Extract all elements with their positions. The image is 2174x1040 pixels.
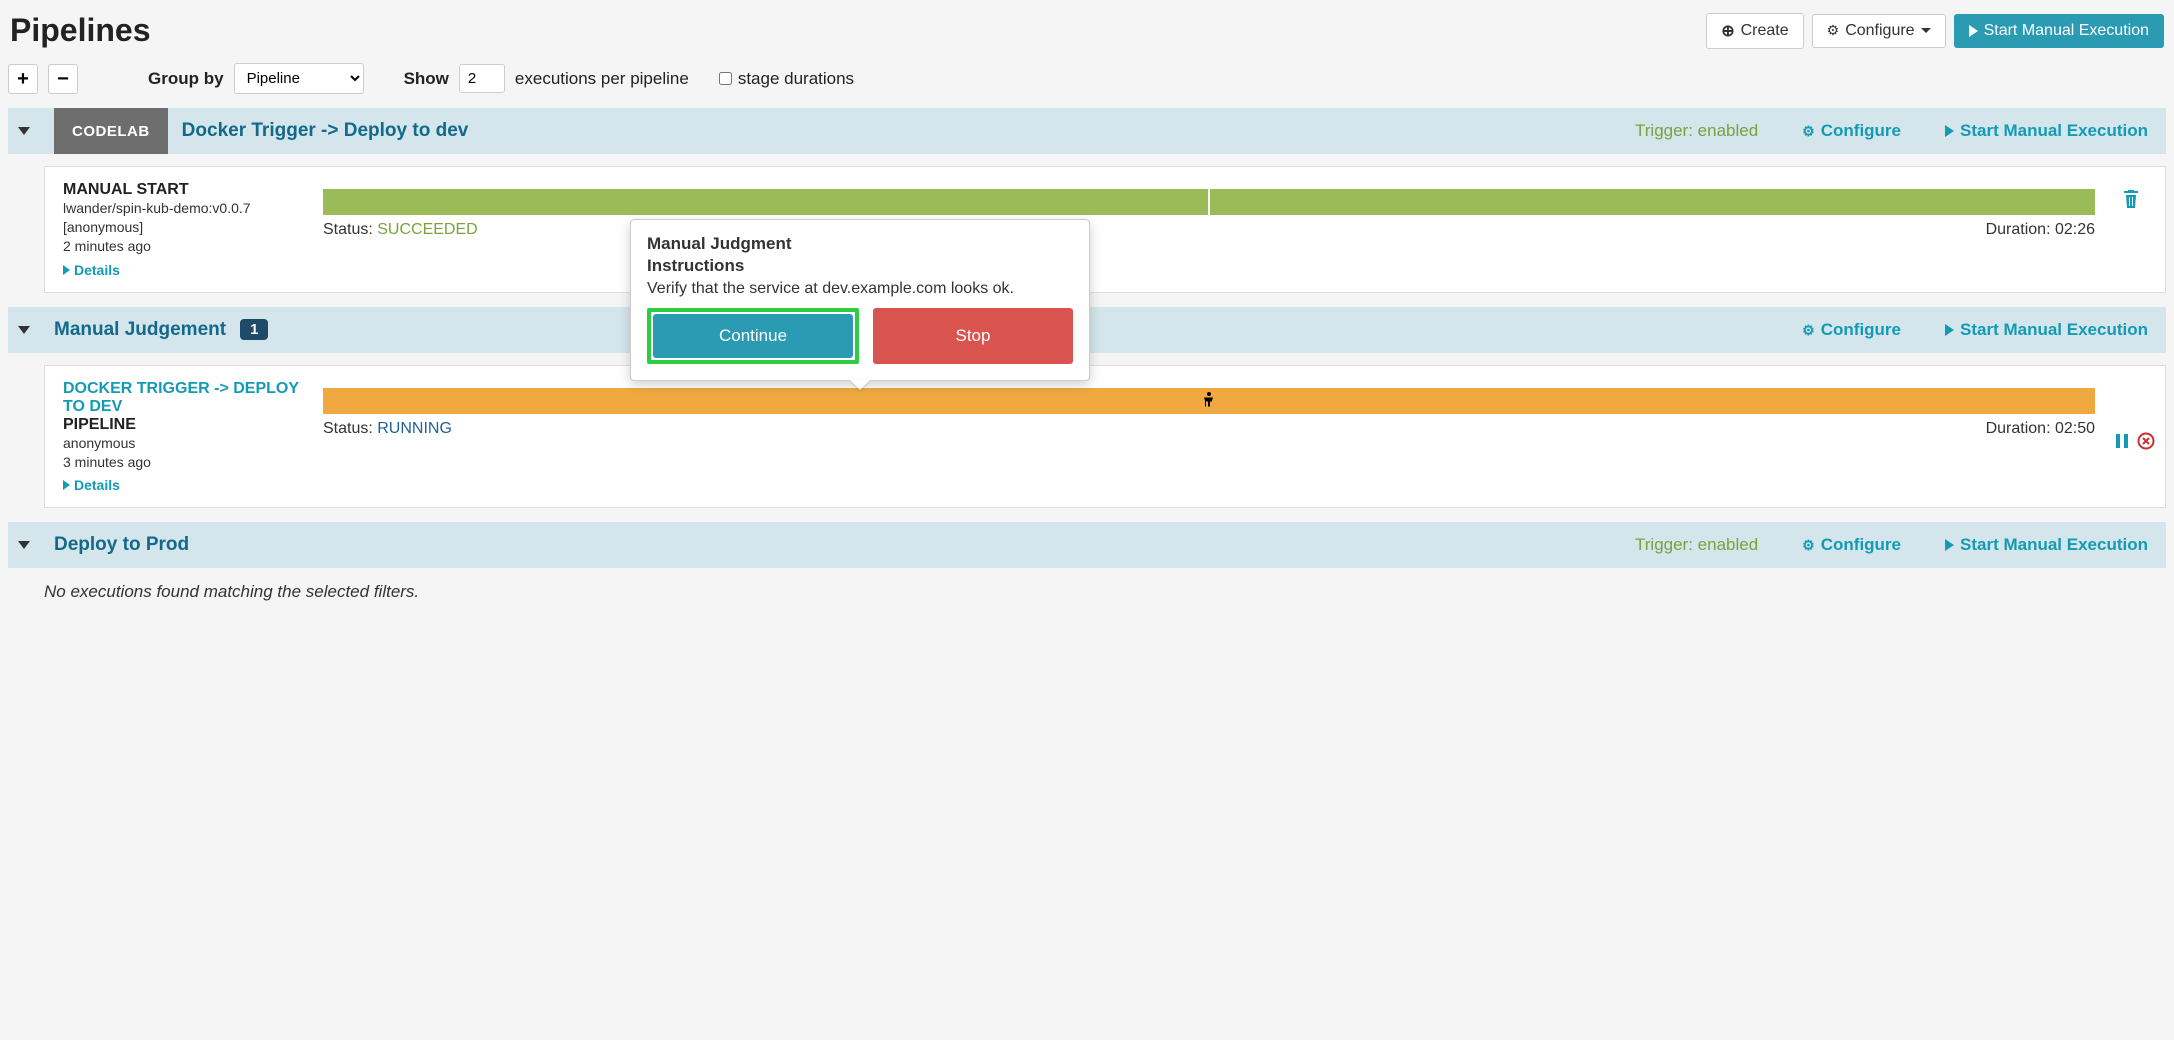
progress-stage[interactable]: [323, 189, 1208, 215]
show-suffix: executions per pipeline: [515, 69, 689, 89]
popover-arrow: [850, 380, 870, 390]
play-icon: [1945, 125, 1954, 137]
execution-progress: Status: RUNNING Duration: 02:50: [323, 380, 2095, 494]
collapse-toggle[interactable]: [8, 122, 40, 140]
expand-all-button[interactable]: +: [8, 64, 38, 94]
execution-summary: DOCKER TRIGGER -> DEPLOY TO DEV PIPELINE…: [63, 380, 303, 494]
caret-down-icon: [1921, 28, 1931, 33]
start-label: Start Manual Execution: [1984, 22, 2149, 40]
no-executions-message: No executions found matching the selecte…: [44, 582, 2166, 602]
trash-icon[interactable]: [2122, 189, 2140, 214]
manual-judgment-popover: Manual Judgment Instructions Verify that…: [630, 219, 1090, 381]
gear-icon: [1802, 320, 1815, 340]
pipeline-start-link[interactable]: Start Manual Execution: [1945, 121, 2166, 141]
execution-progress: Status: SUCCEEDED Duration: 02:26: [323, 181, 2095, 278]
chevron-down-icon: [18, 326, 30, 334]
page-title: Pipelines: [10, 12, 151, 49]
execution-user: anonymous: [63, 434, 303, 453]
create-button[interactable]: ⊕ Create: [1706, 13, 1803, 49]
gear-icon: [1802, 121, 1815, 141]
trigger-status: Trigger: enabled: [1635, 535, 1788, 555]
progress-track: [323, 388, 2095, 414]
execution-duration: Duration: 02:26: [1986, 221, 2095, 239]
execution-trigger-title: PIPELINE: [63, 416, 303, 434]
pipeline-name[interactable]: Manual Judgement: [54, 319, 226, 341]
execution-summary: MANUAL START lwander/spin-kub-demo:v0.0.…: [63, 181, 303, 278]
execution-trigger-title: MANUAL START: [63, 181, 303, 199]
execution-actions: [2115, 181, 2147, 278]
details-link[interactable]: Details: [63, 262, 120, 278]
details-link[interactable]: Details: [63, 477, 120, 493]
stage-durations-checkbox[interactable]: [719, 72, 732, 85]
execution-user: [anonymous]: [63, 218, 303, 237]
chevron-right-icon: [63, 480, 70, 490]
execution-count-badge: 1: [240, 319, 268, 340]
person-icon: [1203, 391, 1215, 410]
configure-label: Configure: [1845, 22, 1914, 40]
pipeline-configure-link[interactable]: Configure: [1802, 320, 1931, 340]
execution-status: Status: RUNNING: [323, 420, 452, 438]
plus-circle-icon: ⊕: [1721, 21, 1734, 41]
progress-track: [323, 189, 2095, 215]
collapse-toggle[interactable]: [8, 321, 40, 339]
execution-card: DOCKER TRIGGER -> DEPLOY TO DEV PIPELINE…: [44, 365, 2166, 509]
trigger-status: Trigger: enabled: [1635, 121, 1788, 141]
gear-icon: [1827, 22, 1840, 40]
show-count-input[interactable]: [459, 64, 505, 93]
popover-subtitle: Instructions: [647, 256, 1073, 276]
execution-actions: [2115, 380, 2147, 494]
popover-title: Manual Judgment: [647, 234, 1073, 254]
execution-age: 3 minutes ago: [63, 453, 303, 472]
cancel-icon[interactable]: [2137, 432, 2155, 455]
pipeline-name[interactable]: Deploy to Prod: [54, 534, 189, 556]
create-label: Create: [1741, 22, 1789, 40]
pipeline-configure-link[interactable]: Configure: [1802, 121, 1931, 141]
execution-status-row: Status: RUNNING Duration: 02:50: [323, 420, 2095, 438]
stage-durations-toggle[interactable]: stage durations: [719, 69, 854, 89]
header-actions: ⊕ Create Configure Start Manual Executio…: [1706, 13, 2164, 49]
configure-dropdown[interactable]: Configure: [1812, 14, 1946, 48]
chevron-right-icon: [63, 265, 70, 275]
pipeline-header: CODELAB Docker Trigger -> Deploy to dev …: [8, 108, 2166, 154]
page-header: Pipelines ⊕ Create Configure Start Manua…: [8, 8, 2166, 59]
play-icon: [1969, 25, 1978, 37]
execution-artifact: lwander/spin-kub-demo:v0.0.7: [63, 199, 303, 218]
play-icon: [1945, 539, 1954, 551]
stop-button[interactable]: Stop: [873, 308, 1073, 364]
pipeline-start-link[interactable]: Start Manual Execution: [1945, 320, 2166, 340]
pause-icon[interactable]: [2115, 433, 2129, 454]
execution-card: MANUAL START lwander/spin-kub-demo:v0.0.…: [44, 166, 2166, 293]
execution-age: 2 minutes ago: [63, 237, 303, 256]
execution-status-row: Status: SUCCEEDED Duration: 02:26: [323, 221, 2095, 239]
gear-icon: [1802, 535, 1815, 555]
execution-status: Status: SUCCEEDED: [323, 221, 478, 239]
execution-duration: Duration: 02:50: [1986, 420, 2095, 438]
start-manual-execution-button[interactable]: Start Manual Execution: [1954, 14, 2164, 48]
continue-button[interactable]: Continue: [653, 314, 853, 358]
stage-durations-label: stage durations: [738, 69, 854, 89]
pipeline-header: Deploy to Prod Trigger: enabled Configur…: [8, 522, 2166, 568]
pipeline-group: Manual Judgement 1 Configure Start Manua…: [8, 307, 2166, 509]
pipeline-group: Deploy to Prod Trigger: enabled Configur…: [8, 522, 2166, 602]
chevron-down-icon: [18, 541, 30, 549]
show-label: Show: [404, 69, 449, 89]
app-badge: CODELAB: [54, 108, 168, 154]
pipeline-start-link[interactable]: Start Manual Execution: [1945, 535, 2166, 555]
progress-stage[interactable]: [323, 388, 2095, 414]
filter-bar: + − Group by Pipeline Show executions pe…: [8, 59, 2166, 108]
progress-stage[interactable]: [1210, 189, 2095, 215]
popover-instructions: Verify that the service at dev.example.c…: [647, 280, 1073, 298]
play-icon: [1945, 324, 1954, 336]
collapse-toggle[interactable]: [8, 536, 40, 554]
collapse-all-button[interactable]: −: [48, 64, 78, 94]
continue-highlight: Continue: [647, 308, 859, 364]
chevron-down-icon: [18, 127, 30, 135]
parent-pipeline-link[interactable]: DOCKER TRIGGER -> DEPLOY TO DEV: [63, 380, 303, 416]
pipeline-name[interactable]: Docker Trigger -> Deploy to dev: [182, 120, 469, 142]
groupby-select[interactable]: Pipeline: [234, 63, 364, 94]
groupby-label: Group by: [148, 69, 224, 89]
popover-buttons: Continue Stop: [647, 308, 1073, 364]
pipeline-configure-link[interactable]: Configure: [1802, 535, 1931, 555]
